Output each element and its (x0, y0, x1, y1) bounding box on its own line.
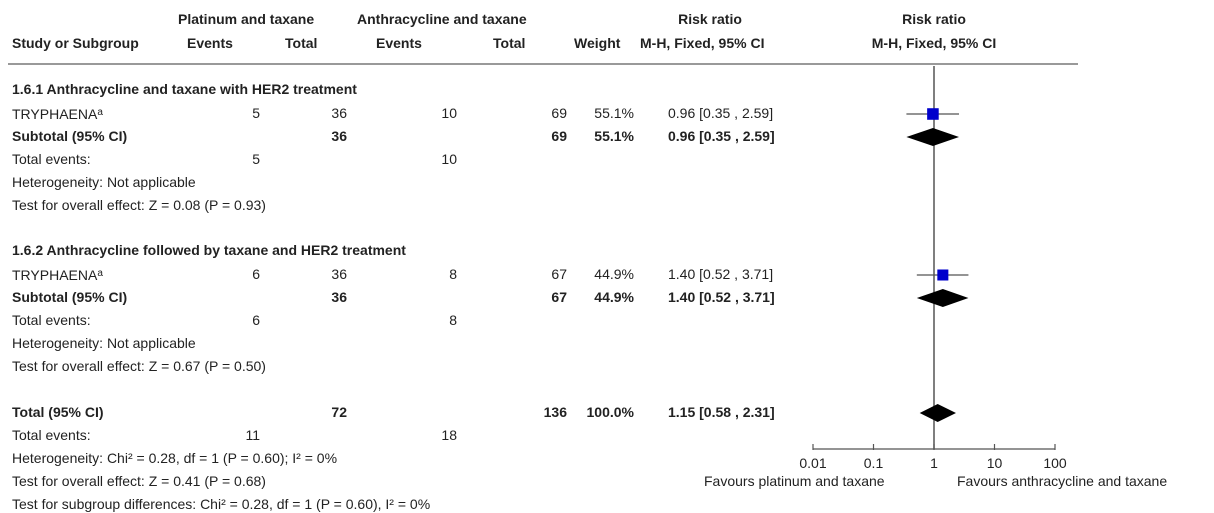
overall-effect-1: Test for overall effect: Z = 0.08 (P = 0… (12, 197, 266, 213)
total-events-e1: 11 (245, 427, 260, 443)
footnote-mark: a (97, 107, 103, 118)
total2-header: Total (493, 35, 526, 51)
study-row-1-name: TRYPHAENAa (12, 104, 103, 123)
subtotal-1-ci: 0.96 [0.35 , 2.59] (668, 128, 775, 144)
study-row-2-events2: 8 (449, 266, 457, 282)
heterogeneity-2: Heterogeneity: Not applicable (12, 335, 196, 351)
x-tick-label: 1 (930, 455, 938, 471)
study-row-2-total2: 67 (551, 266, 567, 282)
subtotal-1-total1: 36 (331, 128, 347, 144)
total-events-1-e2: 10 (441, 151, 457, 167)
study-row-2-events1: 6 (252, 266, 260, 282)
total-label: Total (95% CI) (12, 404, 104, 420)
study-row-1-events1: 5 (252, 105, 260, 121)
x-tick-label: 10 (987, 455, 1003, 471)
subtotal-2-weight: 44.9% (594, 289, 634, 305)
group1-header: Platinum and taxane (178, 11, 315, 27)
weight-header: Weight (574, 35, 621, 51)
subgroup1-title: 1.6.1 Anthracycline and taxane with HER2… (12, 81, 357, 97)
study-row-1-total1: 36 (331, 105, 347, 121)
study-row-1-events2: 10 (441, 105, 457, 121)
study-row-1-total2: 69 (551, 105, 567, 121)
total-weight: 100.0% (586, 404, 634, 420)
subtotal-2-ci: 1.40 [0.52 , 3.71] (668, 289, 775, 305)
study-marker (937, 269, 949, 281)
study-name: TRYPHAENA (12, 267, 98, 283)
total-events-2-e1: 6 (252, 312, 260, 328)
subtotal-1-total2: 69 (551, 128, 567, 144)
total-total2: 136 (543, 404, 567, 420)
pooled-diamond (916, 289, 969, 307)
subtotal-1-label: Subtotal (95% CI) (12, 128, 128, 144)
method-numeric-header: M-H, Fixed, 95% CI (640, 35, 765, 51)
study-row-1-weight: 55.1% (594, 105, 634, 121)
total-events-label: Total events: (12, 427, 91, 443)
pooled-diamond (919, 404, 956, 422)
pooled-diamond (906, 128, 960, 146)
total1-header: Total (285, 35, 318, 51)
total-heterogeneity: Heterogeneity: Chi² = 0.28, df = 1 (P = … (12, 450, 338, 466)
method-plot-header: M-H, Fixed, 95% CI (871, 35, 997, 51)
study-row-2-weight: 44.9% (594, 266, 634, 282)
study-row-2-ci: 1.40 [0.52 , 3.71] (668, 266, 774, 282)
total-total1: 72 (331, 404, 347, 420)
study-name: TRYPHAENA (12, 106, 98, 122)
x-tick-label: 0.01 (799, 455, 826, 471)
study-column-header: Study or Subgroup (12, 35, 139, 51)
subtotal-2-total1: 36 (331, 289, 347, 305)
group2-header: Anthracycline and taxane (357, 11, 527, 27)
footnote-mark: a (97, 268, 103, 279)
x-tick-label: 100 (1043, 455, 1067, 471)
total-events-1-label: Total events: (12, 151, 91, 167)
overall-effect-2: Test for overall effect: Z = 0.67 (P = 0… (12, 358, 266, 374)
total-events-e2: 18 (441, 427, 457, 443)
study-marker (927, 108, 939, 120)
study-row-1-ci: 0.96 [0.35 , 2.59] (668, 105, 774, 121)
subtotal-1-weight: 55.1% (594, 128, 634, 144)
favours-right-label: Favours anthracycline and taxane (957, 473, 1168, 489)
subgroup2-title: 1.6.2 Anthracycline followed by taxane a… (12, 242, 406, 258)
total-events-1-e1: 5 (252, 151, 260, 167)
subtotal-2-label: Subtotal (95% CI) (12, 289, 128, 305)
study-row-2-total1: 36 (331, 266, 347, 282)
risk-ratio-numeric-header: Risk ratio (678, 11, 742, 27)
favours-left-label: Favours platinum and taxane (704, 473, 885, 489)
total-events-2-e2: 8 (449, 312, 457, 328)
events1-header: Events (187, 35, 233, 51)
study-row-2-name: TRYPHAENAa (12, 265, 103, 284)
header-divider (8, 63, 1078, 65)
heterogeneity-1: Heterogeneity: Not applicable (12, 174, 196, 190)
x-tick-label: 0.1 (864, 455, 884, 471)
total-ci: 1.15 [0.58 , 2.31] (668, 404, 775, 420)
risk-ratio-plot-header: Risk ratio (902, 11, 966, 27)
total-overall-effect: Test for overall effect: Z = 0.41 (P = 0… (12, 473, 266, 489)
events2-header: Events (376, 35, 422, 51)
subtotal-2-total2: 67 (551, 289, 567, 305)
subgroup-differences: Test for subgroup differences: Chi² = 0.… (12, 496, 431, 512)
total-events-2-label: Total events: (12, 312, 91, 328)
